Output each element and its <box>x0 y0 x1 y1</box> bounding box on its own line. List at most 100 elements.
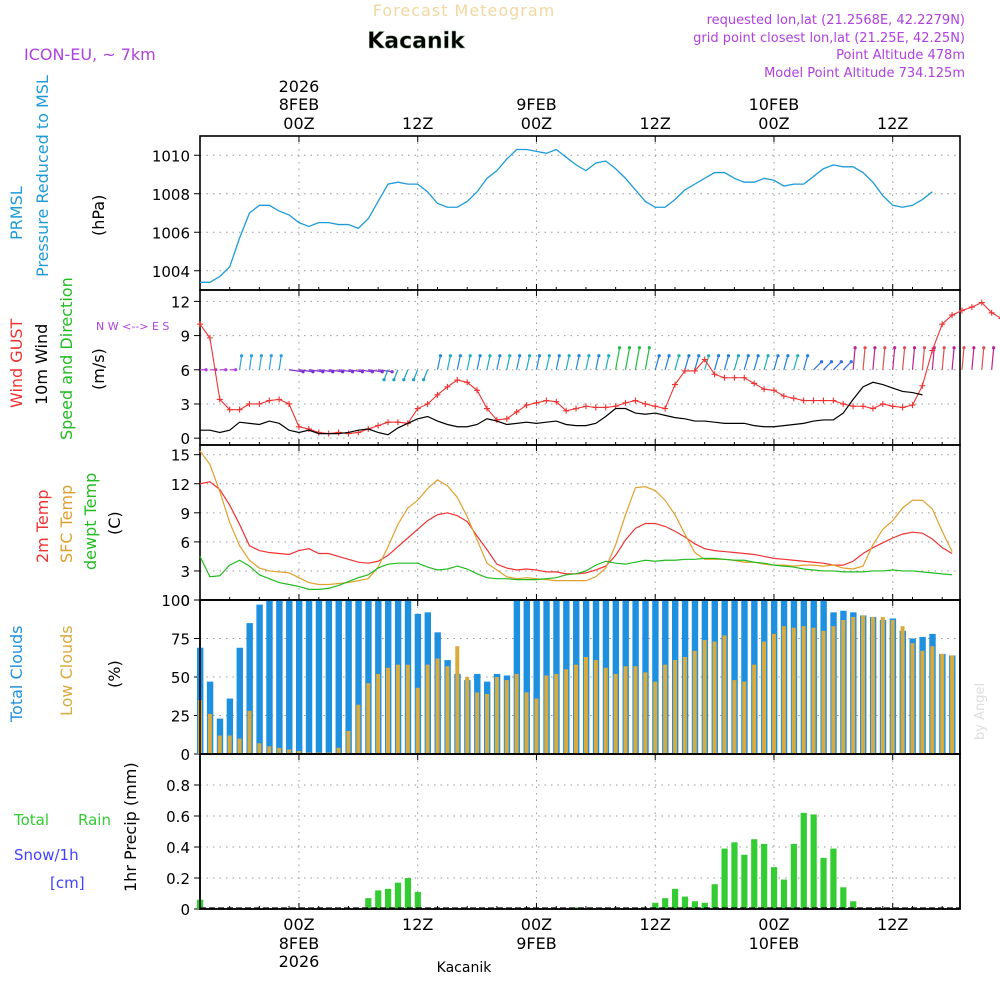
wind-arrow-head <box>557 354 561 358</box>
wind-arrow-head <box>392 378 396 382</box>
wind-direction-arrow <box>793 355 799 370</box>
gust-marker <box>454 377 461 384</box>
gust-marker <box>751 380 758 387</box>
low-cloud-bar <box>841 620 846 754</box>
wind-arrow-head <box>806 354 810 358</box>
wind-direction-arrow <box>733 355 739 370</box>
wind-arrow-head <box>853 346 857 350</box>
low-cloud-label: Low Clouds <box>57 625 76 716</box>
rain-bar <box>711 884 718 909</box>
low-cloud-bar <box>593 660 598 754</box>
rain-bar <box>741 854 748 909</box>
wind-arrow-head <box>239 354 244 358</box>
low-cloud-bar <box>643 672 648 754</box>
rain-bar <box>751 839 758 909</box>
rain-bar <box>721 848 728 909</box>
wind-arrow-head <box>597 354 601 358</box>
rain-bar <box>652 902 659 909</box>
temp-sfc-line <box>199 450 953 586</box>
low-cloud-bar <box>762 641 767 754</box>
wind-direction-arrow <box>674 355 680 370</box>
top-date-label: 9FEB <box>516 95 556 114</box>
gust-marker <box>701 356 708 363</box>
panel-1: 1004 1006 1008 1010 <box>152 135 961 291</box>
gust-marker <box>295 423 302 430</box>
low-cloud-bar <box>287 749 292 754</box>
top-time-label: 12Z <box>402 114 433 133</box>
low-cloud-bar <box>574 664 579 754</box>
wind-direction-arrow <box>783 355 789 370</box>
wind-arrow-head <box>736 354 740 358</box>
low-cloud-bar <box>435 658 440 754</box>
y-tick-label: 0.4 <box>166 839 190 857</box>
low-cloud-bar <box>465 677 470 754</box>
gust-marker <box>770 387 777 394</box>
gust-marker <box>335 429 342 436</box>
product-title: Forecast Meteogram <box>373 1 555 20</box>
bottom-date-label: 9FEB <box>516 934 556 953</box>
rain-bar <box>840 887 847 909</box>
wind-direction-arrow <box>358 369 373 373</box>
temp-unit: (C) <box>105 511 124 535</box>
wind-arrow-head <box>224 368 228 372</box>
temp-2m-line <box>199 481 953 575</box>
panel-3: 0 3 6 9 12 15 <box>171 444 961 610</box>
rain-bar <box>761 843 768 909</box>
low-cloud-bar <box>623 666 628 754</box>
low-cloud-bar <box>366 683 371 754</box>
gust-marker <box>533 399 540 406</box>
pressure-line <box>200 148 933 283</box>
gust-marker <box>919 382 926 389</box>
total-cloud-bar <box>741 600 748 754</box>
gust-marker <box>978 299 985 306</box>
total-cloud-label: Total Clouds <box>7 626 26 724</box>
y-tick-label: 0 <box>180 592 190 610</box>
wind-arrow-head <box>707 354 711 358</box>
rain-bar <box>810 814 817 909</box>
credit-watermark: by Angel <box>973 683 988 740</box>
wind-arrow-head <box>687 354 691 358</box>
gust-marker <box>434 391 441 398</box>
low-cloud-bar <box>544 675 549 754</box>
top-date-label: 2026 <box>279 77 320 96</box>
wind-arrow-head <box>952 346 956 350</box>
wind-arrow-head <box>468 354 472 358</box>
rain-bar <box>672 888 679 909</box>
wind-direction-arrow <box>852 347 856 370</box>
gust-marker <box>681 367 688 374</box>
rain-bar <box>780 879 788 909</box>
panel-frame <box>199 753 961 910</box>
gust-marker <box>632 397 639 404</box>
low-cloud-bar <box>633 666 638 754</box>
y-tick-label: 1008 <box>152 186 190 204</box>
wind-arrow-head <box>249 354 254 358</box>
wind-direction-arrow <box>654 355 660 370</box>
wind-direction-arrow <box>951 347 955 370</box>
wind-direction-arrow <box>368 369 383 373</box>
rain-bar <box>385 888 392 909</box>
total-cloud-bar <box>295 600 303 754</box>
wind-arrow-head <box>992 346 996 350</box>
wind-arrow-head <box>637 346 642 350</box>
low-cloud-bar <box>445 666 450 754</box>
wind-direction-arrow <box>862 347 866 370</box>
gust-marker <box>266 397 273 404</box>
low-cloud-bar <box>247 710 252 754</box>
dewpt-label: dewpt Temp <box>81 473 100 570</box>
bottom-date-label: 2026 <box>279 952 320 971</box>
wind-direction-arrow <box>644 347 650 370</box>
gust-marker <box>602 404 609 411</box>
wind-direction-arrow <box>832 361 842 371</box>
rain-bar <box>850 901 857 909</box>
wind-direction-arrow <box>961 347 965 370</box>
wind-direction-arrow <box>902 347 906 370</box>
gust-marker <box>226 406 233 413</box>
bottom-date-label: 10FEB <box>749 934 800 953</box>
low-cloud-bar <box>930 646 935 754</box>
wind-arrow-head <box>577 354 581 358</box>
wind-direction-arrow <box>496 355 501 370</box>
y-tick-label: 1004 <box>152 263 190 281</box>
total-cloud-bar <box>276 600 283 754</box>
low-cloud-bar <box>346 730 351 754</box>
wind-arrow-head <box>234 368 238 372</box>
